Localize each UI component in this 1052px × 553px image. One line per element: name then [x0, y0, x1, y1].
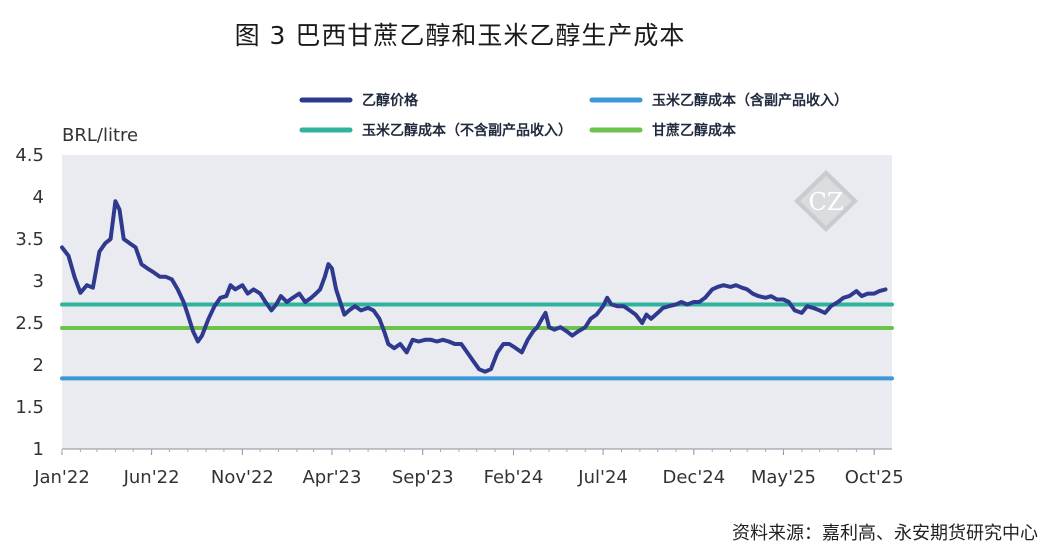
y-tick-label: 4	[33, 187, 44, 208]
y-axis: 4.5 4 3.5 3 2.5 2 1.5 1	[15, 145, 44, 460]
x-tick-label: May'25	[751, 467, 816, 488]
x-tick-label: Sep'23	[392, 467, 454, 488]
x-tick-label: Jul'24	[577, 467, 628, 488]
legend: 乙醇价格 玉米乙醇成本（含副产品收入） 玉米乙醇成本（不含副产品收入） 甘蔗乙醇…	[299, 92, 848, 139]
y-tick-label: 3	[33, 271, 44, 292]
y-tick-label: 2.5	[15, 313, 44, 334]
series-ethanol-price	[60, 199, 888, 374]
legend-label-sugarcane-cost: 甘蔗乙醇成本	[652, 122, 737, 139]
x-tick-label: Nov'22	[211, 467, 274, 488]
x-tick-label: Jan'22	[33, 467, 90, 488]
legend-label-corn-cost-with-byproducts: 玉米乙醇成本（含副产品收入）	[652, 92, 848, 109]
plot-area	[62, 155, 892, 449]
x-tick-label: Dec'24	[663, 467, 726, 488]
x-tick-label: Jun'22	[123, 467, 180, 488]
y-tick-label: 1.5	[15, 397, 44, 418]
source-note: 资料来源：嘉利高、永安期货研究中心	[732, 523, 1038, 544]
page-title: 图 3 巴西甘蔗乙醇和玉米乙醇生产成本	[234, 21, 686, 50]
y-tick-label: 2	[33, 355, 44, 376]
legend-label-corn-cost-without-byproducts: 玉米乙醇成本（不含副产品收入）	[362, 122, 572, 139]
x-tick-label: Apr'23	[302, 467, 361, 488]
legend-label-ethanol-price: 乙醇价格	[362, 92, 419, 109]
x-tick-label: Oct'25	[845, 467, 904, 488]
y-tick-label: 3.5	[15, 229, 44, 250]
watermark-text: CZ	[808, 188, 843, 216]
x-axis: Jan'22 Jun'22 Nov'22 Apr'23 Sep'23 Feb'24 Jul'…	[33, 448, 904, 488]
y-axis-unit-label: BRL/litre	[62, 125, 138, 146]
series-layer	[60, 199, 894, 381]
watermark-logo: CZ	[794, 170, 858, 232]
y-tick-label: 4.5	[15, 145, 44, 166]
y-tick-label: 1	[33, 439, 44, 460]
x-tick-label: Feb'24	[484, 467, 544, 488]
